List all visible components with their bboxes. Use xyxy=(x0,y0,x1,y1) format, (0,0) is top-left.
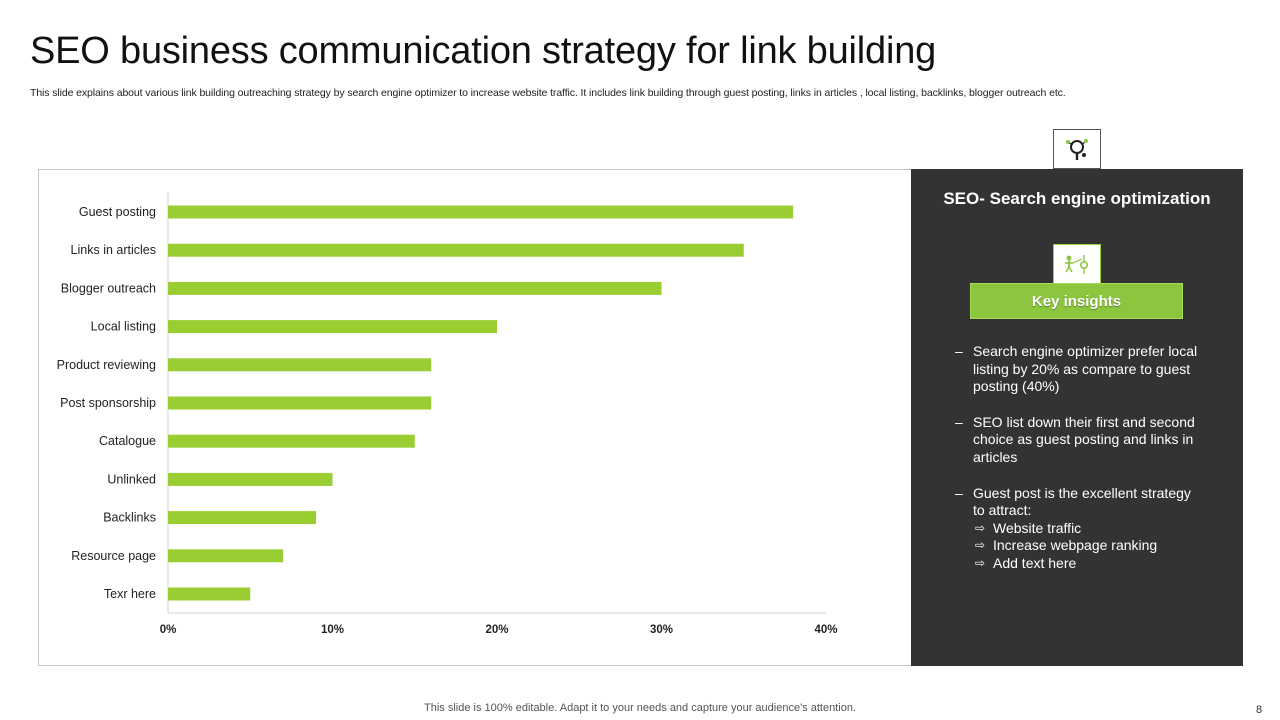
seo-side-panel: SEO- Search engine optimization Key insi… xyxy=(911,169,1243,666)
insight-item: – Guest post is the excellent strategy t… xyxy=(955,485,1205,573)
category-label: Product reviewing xyxy=(57,358,156,372)
bar xyxy=(168,320,497,334)
bar xyxy=(168,281,662,295)
page-title: SEO business communication strategy for … xyxy=(30,30,937,72)
bar xyxy=(168,587,251,601)
bar xyxy=(168,472,333,486)
category-label: Catalogue xyxy=(99,434,156,448)
insights-list: – Search engine optimizer prefer local l… xyxy=(955,343,1205,591)
bar xyxy=(168,396,432,410)
arrow-bullet-icon: ⇨ xyxy=(975,538,986,553)
bar xyxy=(168,243,744,257)
insight-subitem-text: Increase webpage ranking xyxy=(993,537,1158,554)
insight-item: – Search engine optimizer prefer local l… xyxy=(955,343,1205,396)
network-search-icon xyxy=(1053,129,1101,169)
arrow-bullet-icon: ⇨ xyxy=(975,555,986,570)
x-tick-label: 20% xyxy=(485,624,508,636)
insight-subitem: ⇨ Website traffic xyxy=(973,520,1205,538)
insight-subitem-text: Add text here xyxy=(993,554,1077,571)
insight-subitem: ⇨ Add text here xyxy=(973,555,1205,573)
bar xyxy=(168,434,415,448)
x-tick-label: 0% xyxy=(160,624,177,636)
category-label: Post sponsorship xyxy=(60,396,156,410)
category-label: Texr here xyxy=(104,587,156,601)
category-label: Guest posting xyxy=(79,205,156,219)
insight-item: – SEO list down their first and second c… xyxy=(955,414,1205,467)
bar-chart: Guest posting Links in articles Blogger ou… xyxy=(57,192,838,636)
panel-title: SEO- Search engine optimization xyxy=(943,189,1211,208)
category-label: Links in articles xyxy=(71,243,156,257)
people-network-icon xyxy=(1053,244,1101,284)
dash-bullet-icon: – xyxy=(955,484,963,501)
page-number: 8 xyxy=(1256,704,1263,716)
chart-frame: Guest posting Links in articles Blogger ou… xyxy=(38,169,912,666)
insight-subitem-text: Website traffic xyxy=(993,519,1082,536)
bar xyxy=(168,511,317,525)
key-insights-label: Key insights xyxy=(970,283,1183,319)
category-label: Backlinks xyxy=(103,511,156,525)
category-label: Local listing xyxy=(91,320,156,334)
page-subtitle: This slide explains about various link b… xyxy=(30,87,1066,99)
arrow-bullet-icon: ⇨ xyxy=(975,520,986,535)
category-label: Blogger outreach xyxy=(61,281,156,295)
insight-text: Search engine optimizer prefer local lis… xyxy=(973,343,1198,395)
x-tick-label: 40% xyxy=(814,624,837,636)
bar xyxy=(168,549,284,563)
bar xyxy=(168,205,794,219)
insight-text: SEO list down their first and second cho… xyxy=(973,413,1195,465)
insight-text: Guest post is the excellent strategy to … xyxy=(973,484,1191,519)
dash-bullet-icon: – xyxy=(955,343,963,359)
footer-note: This slide is 100% editable. Adapt it to… xyxy=(424,702,856,714)
x-tick-label: 10% xyxy=(321,624,344,636)
bar xyxy=(168,358,432,372)
category-label: Unlinked xyxy=(107,472,156,486)
category-label: Resource page xyxy=(71,549,156,563)
dash-bullet-icon: – xyxy=(955,413,963,430)
insight-subitem: ⇨ Increase webpage ranking xyxy=(973,537,1205,555)
x-tick-label: 30% xyxy=(650,624,673,636)
